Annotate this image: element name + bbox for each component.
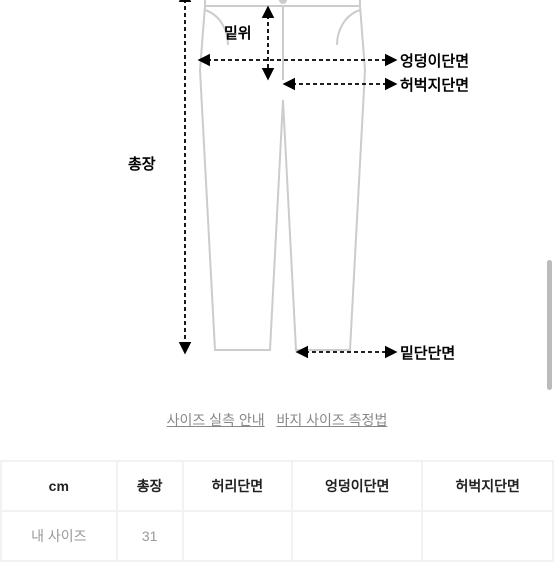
size-table: cm 총장 허리단면 엉덩이단면 허벅지단면 내 사이즈 31 — [0, 460, 554, 562]
label-hem: 밑단단면 — [400, 342, 455, 363]
col-header: 총장 — [117, 461, 183, 511]
scrollbar[interactable] — [547, 260, 552, 390]
label-total-length: 총장 — [128, 153, 156, 174]
table-header-row: cm 총장 허리단면 엉덩이단면 허벅지단면 — [1, 461, 553, 511]
col-header: 엉덩이단면 — [292, 461, 423, 511]
col-header: 허리단면 — [183, 461, 292, 511]
links-row: 사이즈 실측 안내 바지 사이즈 측정법 — [0, 410, 554, 430]
label-thigh: 허벅지단면 — [400, 74, 469, 95]
link-size-guide[interactable]: 사이즈 실측 안내 — [167, 412, 265, 428]
col-header: 허벅지단면 — [422, 461, 553, 511]
unit-header: cm — [1, 461, 117, 511]
pants-diagram: 밑위 엉덩이단면 허벅지단면 총장 밑단단면 — [0, 0, 554, 400]
label-rise: 밑위 — [224, 22, 252, 43]
pants-svg — [0, 0, 554, 400]
label-hip: 엉덩이단면 — [400, 50, 469, 71]
link-measure-howto[interactable]: 바지 사이즈 측정법 — [277, 412, 388, 428]
